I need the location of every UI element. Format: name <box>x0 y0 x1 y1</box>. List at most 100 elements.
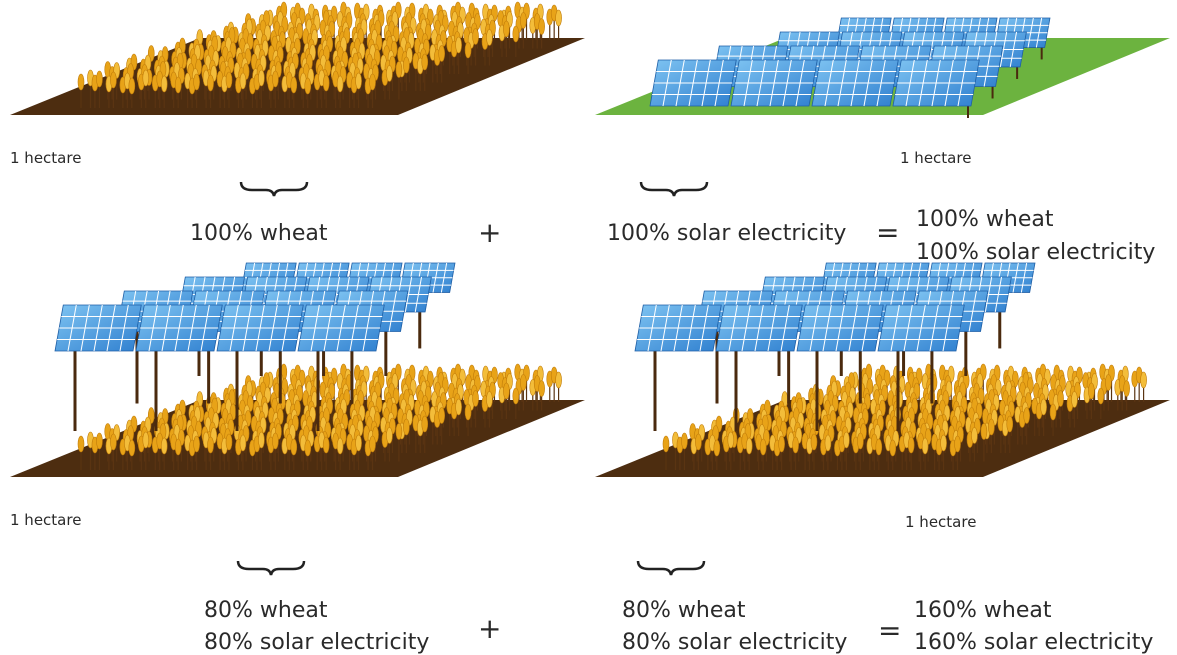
wheat-head <box>520 375 526 391</box>
caption: 100% wheat <box>190 221 328 246</box>
wheat-head <box>922 438 928 454</box>
wheat-head <box>78 74 84 90</box>
wheat-head <box>403 419 409 435</box>
wheat-head <box>1124 381 1130 397</box>
area-label: 1 hectare <box>905 513 976 531</box>
wheat-head <box>456 37 462 53</box>
wheat-head <box>811 434 817 450</box>
wheat-head <box>1098 388 1104 404</box>
wheat-head <box>291 439 297 455</box>
result-line: 160% solar electricity <box>914 630 1153 655</box>
wheat-head <box>793 437 799 453</box>
wheat-head <box>1041 399 1047 415</box>
wheat-head <box>513 388 519 404</box>
wheat-head <box>143 70 149 86</box>
wheat-head <box>356 435 362 451</box>
wheat-head <box>305 440 311 456</box>
agrivoltaics-diagram: 1 hectare 100% wheat + 1 hectare 100% so… <box>0 0 1177 655</box>
wheat-head <box>760 439 766 455</box>
wheat-head <box>272 71 278 87</box>
wheat-head <box>161 76 167 92</box>
wheat-head <box>695 434 701 450</box>
wheat-head <box>908 437 914 453</box>
wheat-head <box>439 408 445 424</box>
wheat-head <box>226 434 232 450</box>
wheat-head <box>971 428 977 444</box>
wheat-head <box>272 433 278 449</box>
plus-sign: + <box>478 216 501 249</box>
wheat-head <box>1024 408 1030 424</box>
area-label: 1 hectare <box>10 149 81 167</box>
wheat-head <box>1088 383 1094 399</box>
wheat-head <box>556 10 562 26</box>
wheat-head <box>337 438 343 454</box>
wheat-head <box>779 436 785 452</box>
wheat-head <box>981 424 987 440</box>
wheat-head <box>422 416 428 432</box>
wheat-head <box>323 75 329 91</box>
wheat-head <box>161 438 167 454</box>
wheat-head <box>663 436 669 452</box>
wheat-head <box>473 29 479 45</box>
wheat-head <box>513 26 519 42</box>
wheat-head <box>110 434 116 450</box>
wheat-head <box>486 30 492 46</box>
equals-sign: = <box>878 614 901 647</box>
wheat-head <box>396 424 402 440</box>
wheat-head <box>370 436 376 452</box>
wheat-head <box>825 435 831 451</box>
area-label: 1 hectare <box>10 511 81 529</box>
result-line: 100% solar electricity <box>916 240 1155 265</box>
caption: 80% wheat <box>204 598 328 623</box>
wheat-head <box>486 392 492 408</box>
wheat-head <box>96 71 102 87</box>
wheat-head <box>465 42 471 58</box>
wheat-head <box>728 432 734 448</box>
equals-sign: = <box>876 216 899 249</box>
wheat-head <box>439 46 445 62</box>
wheat-head <box>1071 392 1077 408</box>
wheat-head <box>240 435 246 451</box>
area-label: 1 hectare <box>900 149 971 167</box>
wheat-head <box>988 419 994 435</box>
wheat-head <box>465 404 471 420</box>
wheat-head <box>226 72 232 88</box>
wheat-head <box>556 372 562 388</box>
wheat-head <box>890 440 896 456</box>
wheat-head <box>456 399 462 415</box>
wheat-head <box>305 78 311 94</box>
wheat-head <box>422 54 428 70</box>
wheat-head <box>208 75 214 91</box>
wheat-head <box>96 433 102 449</box>
wheat-head <box>503 383 509 399</box>
wheat-head <box>386 428 392 444</box>
wheat-head <box>356 73 362 89</box>
wheat-head <box>539 19 545 35</box>
wheat-head <box>503 21 509 37</box>
wheat-head <box>473 391 479 407</box>
wheat-head <box>291 77 297 93</box>
wheat-head <box>175 439 181 455</box>
wheat-head <box>1141 372 1147 388</box>
wheat-head <box>396 62 402 78</box>
wheat-head <box>876 439 882 455</box>
wheat-head <box>941 435 947 451</box>
brace <box>641 182 707 196</box>
wheat-head <box>240 73 246 89</box>
wheat-head <box>129 440 135 456</box>
wheat-head <box>323 437 329 453</box>
wheat-head <box>370 74 376 90</box>
wheat-head <box>194 436 200 452</box>
result-line: 160% wheat <box>914 598 1052 623</box>
wheat-head <box>539 381 545 397</box>
wheat-head <box>175 77 181 93</box>
caption: 80% wheat <box>622 598 746 623</box>
brace <box>238 561 304 575</box>
caption: 100% solar electricity <box>607 221 846 246</box>
brace <box>638 561 704 575</box>
wheat-head <box>143 432 149 448</box>
wheat-head <box>1007 416 1013 432</box>
result-line: 100% wheat <box>916 207 1054 232</box>
wheat-head <box>258 70 264 86</box>
wheat-head <box>129 78 135 94</box>
